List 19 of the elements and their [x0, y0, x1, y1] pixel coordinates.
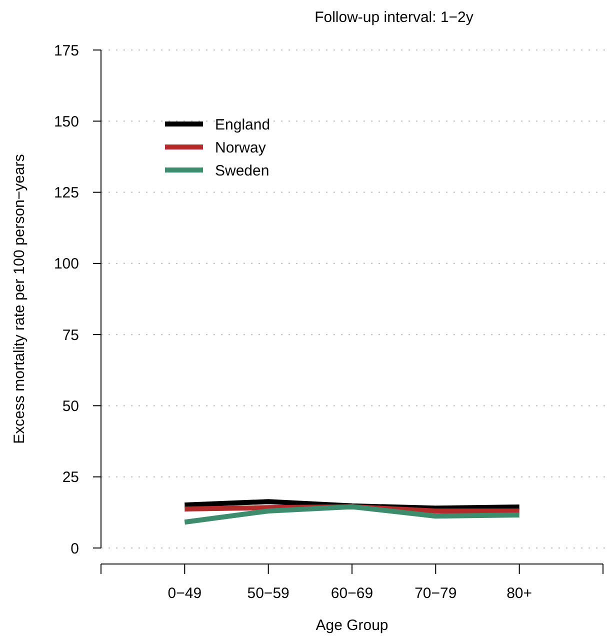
x-tick-label: 0−49: [168, 585, 202, 602]
y-tick-label: 25: [62, 469, 79, 486]
y-tick-label: 100: [54, 256, 79, 273]
legend-label: Sweden: [215, 162, 270, 180]
y-tick-label: 150: [54, 113, 79, 130]
legend-label: England: [215, 116, 270, 134]
y-tick-label: 75: [62, 326, 79, 344]
legend-label: Norway: [215, 139, 266, 156]
y-axis-title: Excess mortality rate per 100 person−years: [11, 154, 28, 444]
y-tick-label: 175: [54, 42, 79, 60]
x-tick-label: 80+: [506, 585, 532, 602]
x-tick-label: 70−79: [414, 585, 457, 602]
y-tick-label: 50: [62, 398, 79, 415]
y-tick-label: 0: [70, 540, 79, 558]
chart-title: Follow-up interval: 1−2y: [314, 9, 474, 26]
x-axis-title: Age Group: [316, 617, 388, 634]
y-tick-label: 125: [54, 184, 79, 202]
x-tick-label: 50−59: [247, 585, 290, 602]
x-tick-label: 60−69: [330, 585, 374, 602]
